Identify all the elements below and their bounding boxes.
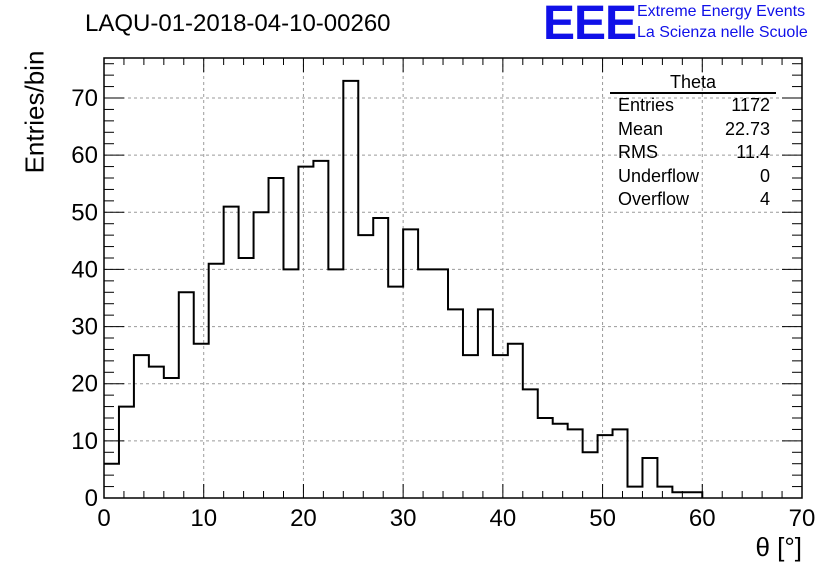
y-tick-label: 70 bbox=[71, 85, 98, 112]
stat-label: Mean bbox=[618, 118, 664, 139]
histogram-bin bbox=[134, 355, 149, 498]
stat-row-overflow: Overflow 4 bbox=[610, 188, 776, 212]
histogram-bin bbox=[403, 229, 418, 498]
stat-label: RMS bbox=[618, 142, 658, 162]
eee-logo: EEE bbox=[543, 0, 637, 50]
stat-value: 0 bbox=[759, 165, 770, 186]
logo-line-2: La Scienza nelle Scuole bbox=[637, 24, 808, 41]
histogram-bin bbox=[583, 452, 598, 498]
histogram-bin bbox=[478, 309, 493, 498]
y-tick-label: 10 bbox=[71, 428, 98, 455]
x-tick-label: 50 bbox=[589, 505, 616, 532]
stat-row-entries: Entries 1172 bbox=[610, 94, 776, 118]
histogram-bin bbox=[538, 418, 553, 498]
stat-row-rms: RMS 11.4 bbox=[610, 141, 776, 165]
logo-line-1: Extreme Energy Events bbox=[637, 3, 806, 20]
histogram-series bbox=[104, 79, 704, 498]
stat-value: 1172 bbox=[731, 95, 770, 115]
stat-row-underflow: Underflow 0 bbox=[610, 165, 776, 189]
histogram-bin bbox=[254, 212, 269, 498]
histogram-bin bbox=[418, 269, 433, 498]
histogram-bin bbox=[209, 264, 224, 498]
x-tick-label: 20 bbox=[290, 505, 317, 532]
histogram-bin bbox=[164, 378, 179, 498]
histogram-bin bbox=[523, 389, 538, 498]
stat-label: Entries bbox=[618, 95, 675, 115]
histogram-bin bbox=[687, 492, 702, 498]
histogram-bin bbox=[448, 309, 463, 498]
y-tick-label: 50 bbox=[71, 199, 98, 226]
stat-value: 11.4 bbox=[736, 142, 770, 162]
histogram-bin bbox=[119, 407, 134, 498]
x-tick-label: 10 bbox=[190, 505, 217, 532]
histogram-bin bbox=[493, 355, 508, 498]
histogram-bin bbox=[358, 235, 373, 498]
histogram-bin bbox=[598, 435, 613, 498]
histogram-bin bbox=[508, 344, 523, 498]
axis-ticks bbox=[103, 58, 803, 499]
histogram-bin bbox=[433, 269, 448, 498]
histogram-bin bbox=[388, 287, 403, 498]
histogram-bin bbox=[283, 269, 298, 498]
histogram-bin bbox=[179, 292, 194, 498]
histogram-bin bbox=[553, 424, 568, 498]
histogram-bin bbox=[672, 492, 687, 498]
histogram-bin bbox=[298, 167, 313, 498]
histogram-bin bbox=[269, 178, 284, 498]
x-tick-label: 30 bbox=[390, 505, 417, 532]
histogram-bin bbox=[628, 487, 643, 498]
histogram-bin bbox=[194, 344, 209, 498]
histogram-bin bbox=[463, 355, 478, 498]
histogram-bin bbox=[239, 258, 254, 498]
grid-lines bbox=[104, 58, 802, 498]
chart-title: LAQU-01-2018-04-10-00260 bbox=[85, 10, 391, 37]
histogram-bin bbox=[104, 464, 119, 498]
histogram-bin bbox=[224, 207, 239, 498]
stat-row-mean: Mean 22.73 bbox=[610, 118, 776, 142]
y-axis-label: Entries/bin bbox=[19, 50, 50, 174]
stats-box: Theta Entries 1172 Mean 22.73 RMS 11.4 U… bbox=[610, 72, 776, 212]
y-tick-label: 20 bbox=[71, 371, 98, 398]
y-tick-label: 0 bbox=[85, 485, 98, 512]
histogram-bin bbox=[613, 429, 628, 498]
x-axis-label: θ [°] bbox=[755, 532, 802, 562]
stat-value: 4 bbox=[759, 189, 770, 209]
stats-title: Theta bbox=[610, 72, 776, 94]
histogram-bin bbox=[343, 81, 358, 498]
histogram-bin bbox=[373, 218, 388, 498]
x-tick-label: 40 bbox=[490, 505, 517, 532]
stat-value: 22.73 bbox=[724, 118, 770, 139]
histogram-outline bbox=[104, 79, 704, 498]
histogram-bin bbox=[657, 487, 672, 498]
histogram-bin bbox=[568, 429, 583, 498]
x-tick-label: 70 bbox=[789, 505, 816, 532]
stat-label: Underflow bbox=[618, 165, 700, 186]
histogram-bin bbox=[328, 269, 343, 498]
stat-label: Overflow bbox=[618, 189, 690, 209]
y-tick-label: 60 bbox=[71, 142, 98, 169]
y-tick-label: 40 bbox=[71, 256, 98, 283]
y-tick-label: 30 bbox=[71, 314, 98, 341]
x-tick-label: 0 bbox=[97, 505, 110, 532]
histogram-bin bbox=[149, 367, 164, 498]
histogram-bin bbox=[313, 161, 328, 498]
histogram-bin bbox=[642, 458, 657, 498]
plot-frame bbox=[103, 57, 803, 499]
x-tick-label: 60 bbox=[689, 505, 716, 532]
